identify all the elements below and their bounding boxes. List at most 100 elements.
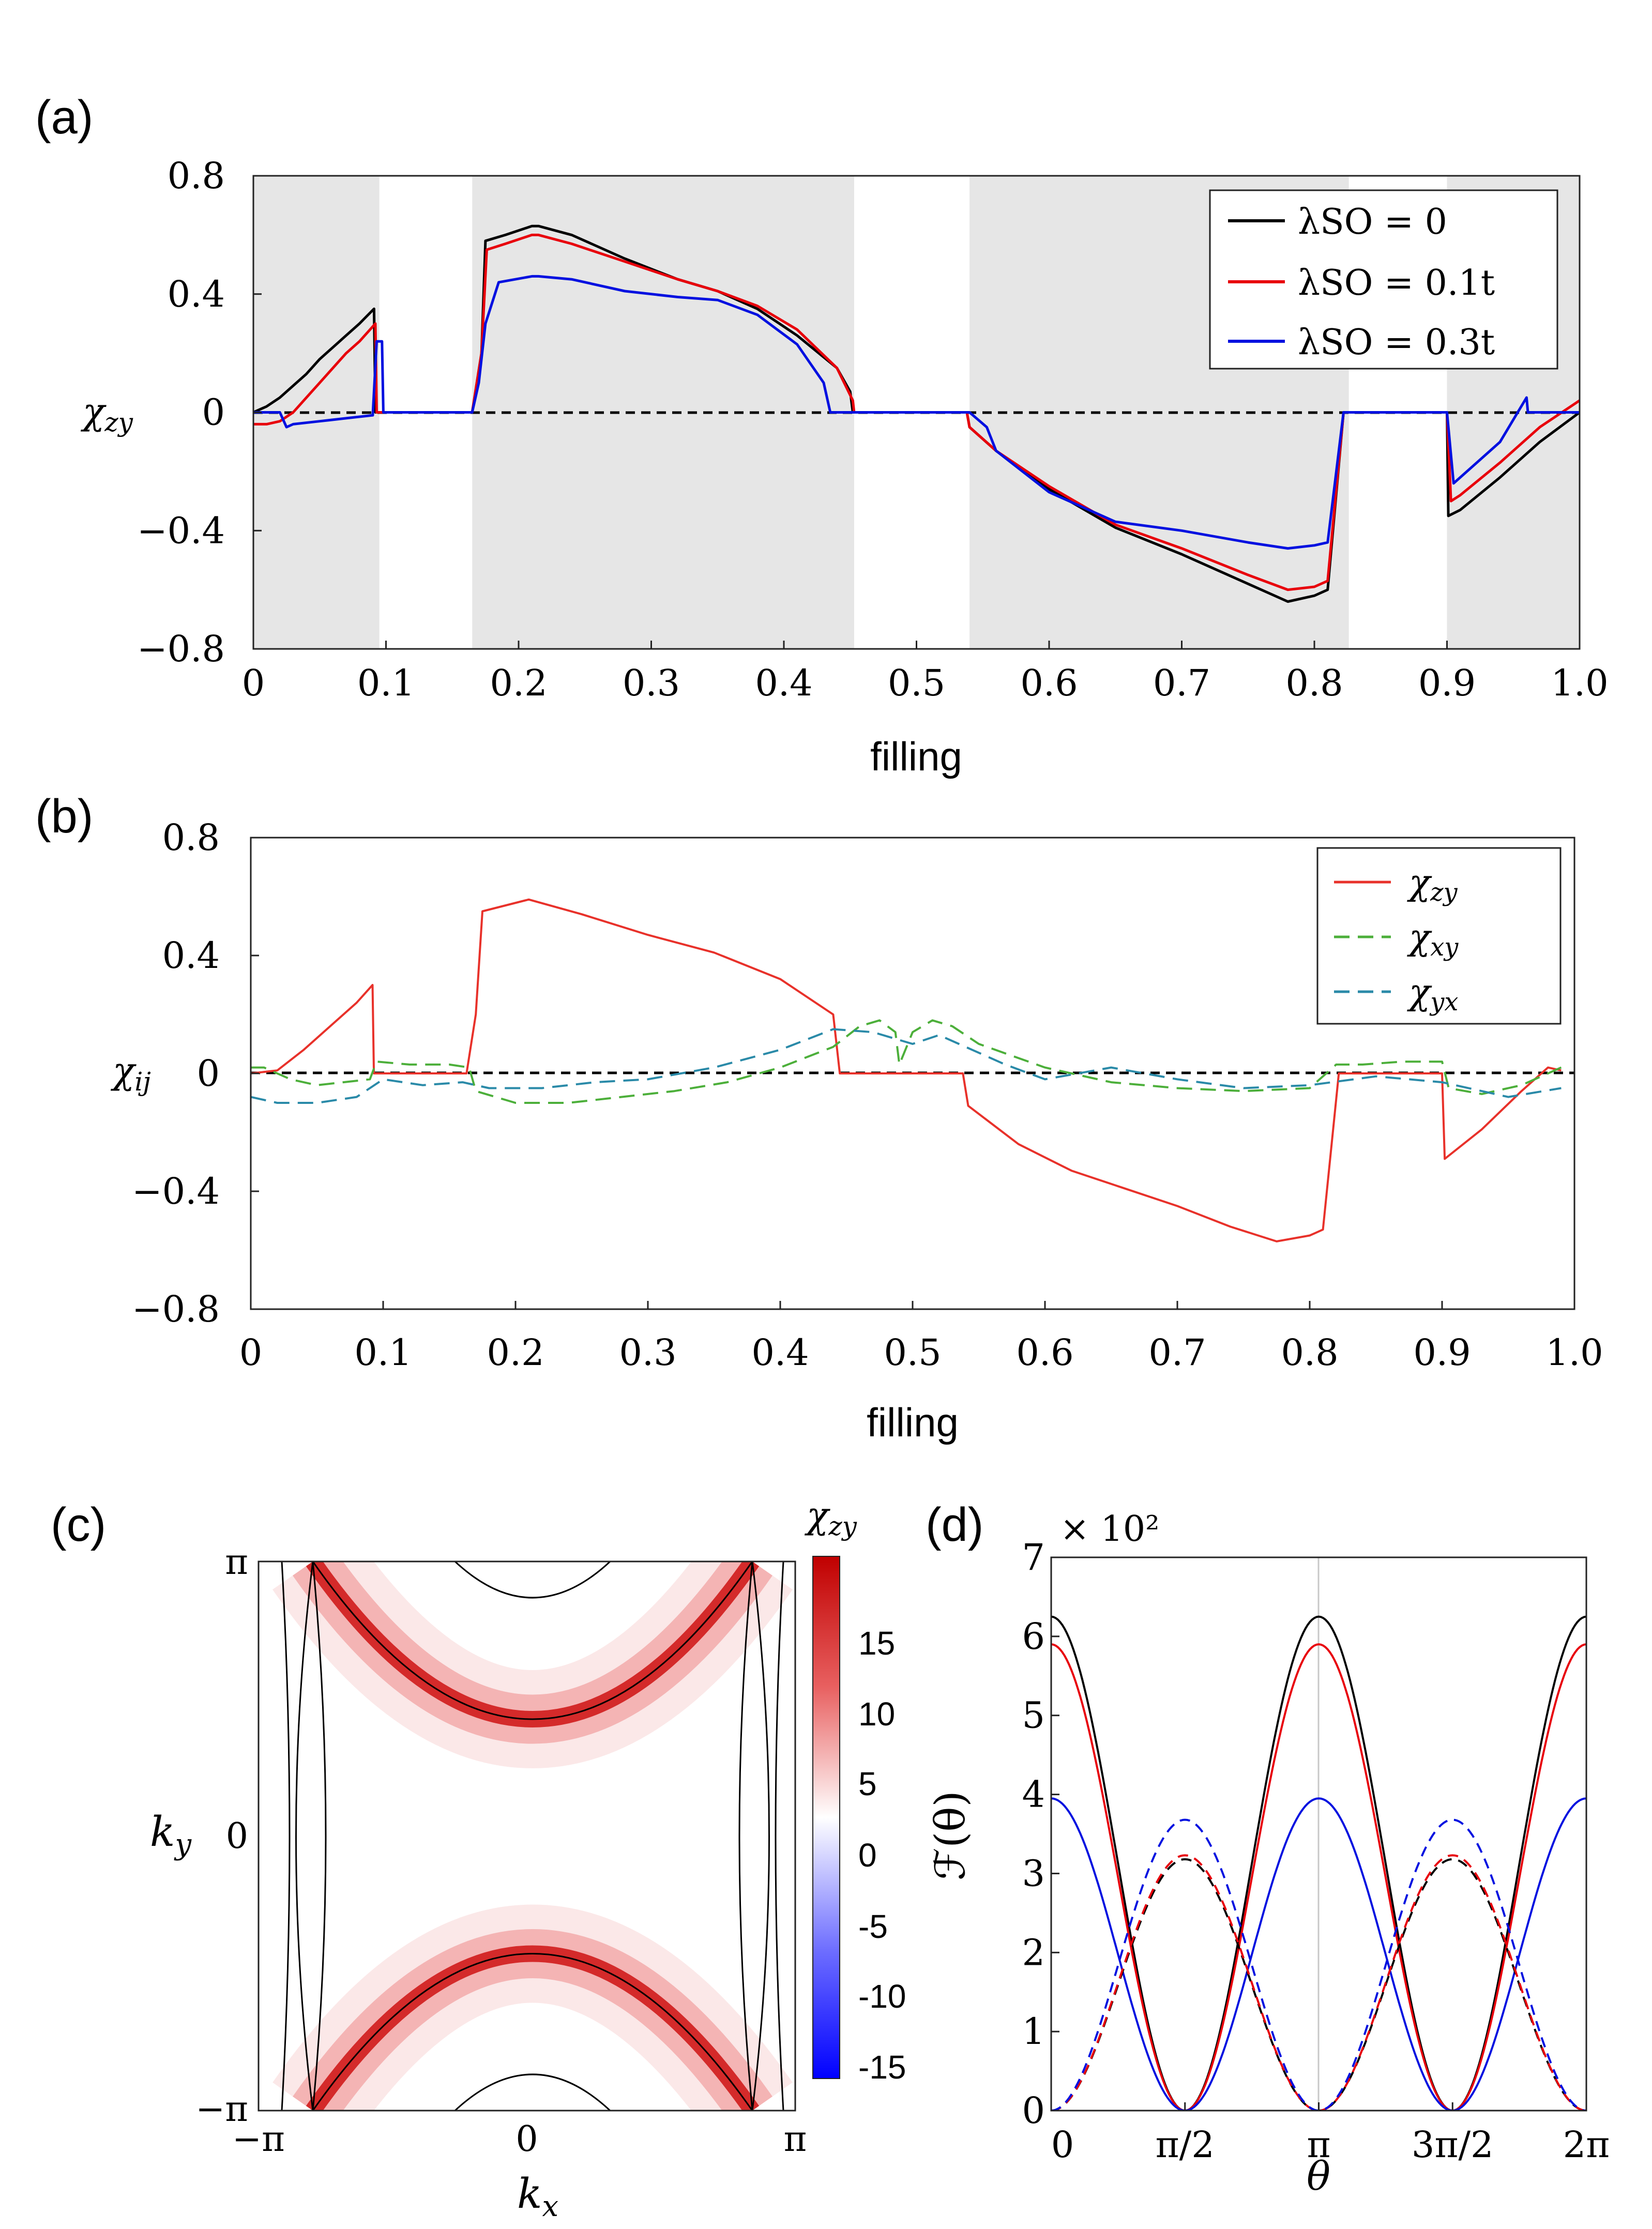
x-tick-b-5: 0.5	[884, 1331, 941, 1374]
panel-label-b: (b)	[35, 790, 93, 843]
y-tick-d-5: 5	[1022, 1694, 1045, 1737]
fermi-contour-right-lens-a	[751, 1561, 770, 2111]
chart-a: 0 0.1 0.2 0.3 0.4 0.5 0.6 0.7 0.8 0.9 1.0 −0.8 −0.4…	[80, 155, 1609, 779]
colorbar-tick-3: 0	[858, 1837, 877, 1874]
y-tick-a-1: −0.4	[137, 509, 225, 552]
colorbar-tick-2: 5	[858, 1765, 877, 1802]
series-d-line-3	[1051, 1858, 1586, 2111]
y-axis-label-a: χzy	[80, 390, 133, 437]
x-tick-d-4: 2π	[1563, 2124, 1610, 2166]
y-tick-b-2: 0	[196, 1052, 220, 1095]
series-b-line-0	[251, 898, 1562, 1242]
series-d-line-2	[1051, 1797, 1586, 2111]
y-tick-c-0: −π	[195, 2089, 248, 2130]
y-axis-label-d: ℱ(θ)	[926, 1791, 974, 1880]
x-axis-label-c: kx	[517, 2170, 558, 2223]
legend-text-a-0: λSO = 0	[1298, 202, 1447, 242]
x-tick-a-7: 0.7	[1153, 662, 1210, 704]
series-d-line-4	[1051, 1854, 1586, 2111]
x-tick-b-7: 0.7	[1148, 1331, 1206, 1374]
fermi-contour-left-lens-b	[312, 1561, 327, 2111]
x-tick-a-2: 0.2	[490, 662, 547, 704]
x-tick-b-6: 0.6	[1016, 1331, 1073, 1374]
colorbar-tick-1: 10	[858, 1695, 895, 1733]
y-tick-c-2: π	[225, 1542, 248, 1583]
fermi-contour-top-pocket	[454, 1561, 611, 1599]
x-tick-b-4: 0.4	[751, 1331, 809, 1374]
y-tick-b-0: −0.8	[132, 1288, 220, 1330]
y-tick-d-3: 3	[1022, 1852, 1045, 1894]
x-ticks-d: 0 π/2 π 3π/2 2π	[1050, 2102, 1610, 2166]
series-b-line-1	[251, 1019, 1562, 1104]
panel-label-a: (a)	[35, 91, 93, 144]
y-tick-d-4: 4	[1022, 1773, 1045, 1816]
x-ticks-a: 0 0.1 0.2 0.3 0.4 0.5 0.6 0.7 0.8 0.9 1.0	[242, 641, 1609, 704]
series-a-line-2	[253, 275, 1580, 550]
x-tick-b-9: 0.9	[1413, 1331, 1471, 1374]
legend-a: λSO = 0 λSO = 0.1t λSO = 0.3t	[1209, 189, 1558, 370]
y-tick-b-1: −0.4	[132, 1170, 220, 1212]
y-ticks-b: −0.8 −0.4 0 0.4 0.8	[132, 816, 259, 1330]
fermi-contour-upper-arc	[312, 1561, 753, 1720]
y-multiplier-d: × 10²	[1060, 1509, 1159, 1550]
x-tick-d-1: π/2	[1156, 2124, 1215, 2166]
heatmap-c	[259, 1561, 795, 2111]
fermi-contour-right-lens-b	[738, 1561, 753, 2111]
legend-text-a-1: λSO = 0.1t	[1298, 263, 1495, 304]
y-tick-d-2: 2	[1022, 1931, 1045, 1974]
colorbar-tick-6: -15	[858, 2049, 906, 2086]
x-axis-label-d: θ	[1307, 2153, 1330, 2199]
series-d-line-0	[1051, 1615, 1586, 2111]
y-tick-a-4: 0.8	[168, 155, 225, 197]
y-tick-c-1: 0	[226, 1816, 248, 1857]
series-d	[1051, 1615, 1586, 2111]
x-tick-c-2: π	[784, 2119, 807, 2160]
chart-d: 0 π/2 π 3π/2 2π 0 1 2 3 4 5 6 7 × 10² θ ℱ(θ)	[926, 1509, 1610, 2199]
fermi-contour-bottom-pocket	[454, 2073, 611, 2111]
y-tick-a-3: 0.4	[168, 273, 225, 315]
x-tick-d-3: 3π/2	[1412, 2124, 1494, 2166]
y-tick-a-0: −0.8	[137, 628, 225, 670]
series-d-line-5	[1051, 1818, 1586, 2111]
x-tick-a-10: 1.0	[1551, 662, 1608, 704]
y-tick-b-3: 0.4	[162, 934, 220, 977]
x-axis-label-a: filling	[870, 734, 962, 779]
x-tick-c-0: −π	[232, 2119, 285, 2160]
chart-c: −π 0 π −π 0 π kx ky χzy 15 10 5 0 -5 -10…	[150, 1494, 906, 2223]
x-tick-b-8: 0.8	[1281, 1331, 1338, 1374]
series-a-line-1	[253, 233, 1580, 592]
y-tick-a-2: 0	[202, 391, 225, 434]
colorbar-tick-5: -10	[858, 1978, 906, 2015]
chart-b: 0 0.1 0.2 0.3 0.4 0.5 0.6 0.7 0.8 0.9 1.0 −0.8 −0.4…	[110, 816, 1603, 1445]
colorbar-tick-4: -5	[858, 1908, 888, 1945]
series-b-line-2	[251, 1028, 1562, 1104]
legend-b: χzy χxy χyx	[1316, 847, 1562, 1025]
y-tick-b-4: 0.8	[162, 816, 220, 859]
fermi-contour-right-inner	[775, 1561, 784, 2111]
colorbar-label: χzy	[804, 1494, 857, 1541]
series-b	[251, 898, 1562, 1242]
legend-text-a-2: λSO = 0.3t	[1298, 322, 1495, 363]
y-tick-d-6: 6	[1022, 1615, 1045, 1658]
x-tick-b-10: 1.0	[1545, 1331, 1603, 1374]
colorbar: χzy 15 10 5 0 -5 -10 -15	[804, 1494, 906, 2086]
y-tick-d-7: 7	[1022, 1536, 1045, 1579]
series-a	[253, 224, 1580, 603]
x-axis-label-b: filling	[867, 1400, 959, 1445]
fermi-contour-left-lens-a	[295, 1561, 314, 2111]
panel-label-c: (c)	[51, 1498, 106, 1551]
y-tick-d-0: 0	[1022, 2089, 1045, 2132]
x-tick-c-1: 0	[516, 2119, 538, 2160]
x-tick-a-8: 0.8	[1285, 662, 1343, 704]
y-ticks-d: 0 1 2 3 4 5 6 7	[1022, 1536, 1059, 2132]
x-tick-b-1: 0.1	[354, 1331, 412, 1374]
y-axis-label-b: χij	[110, 1050, 151, 1097]
colorbar-gradient	[812, 1556, 840, 2079]
x-tick-a-6: 0.6	[1020, 662, 1078, 704]
y-ticks-a: −0.8 −0.4 0 0.4 0.8	[137, 155, 262, 670]
x-tick-a-0: 0	[242, 662, 265, 704]
x-tick-a-4: 0.4	[755, 662, 812, 704]
panel-label-d: (d)	[926, 1498, 983, 1551]
x-tick-d-0: 0	[1051, 2124, 1074, 2166]
